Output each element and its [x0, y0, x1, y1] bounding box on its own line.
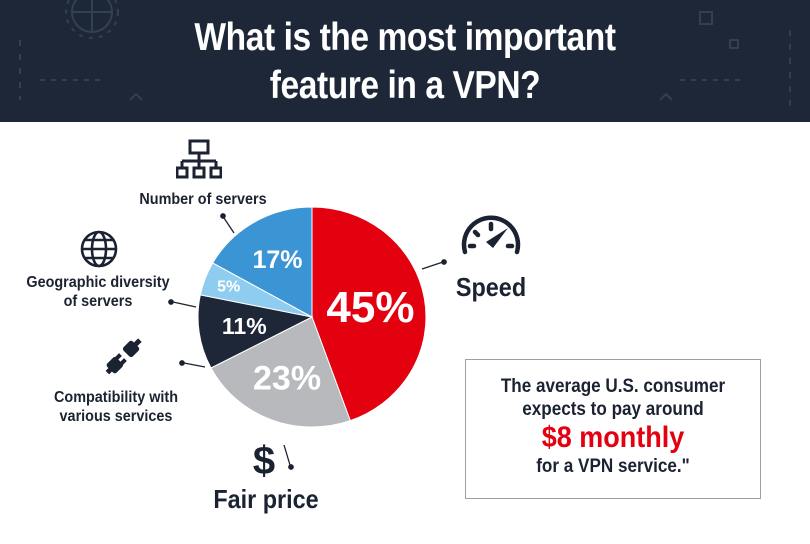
label-geographic-diversity: Geographic diversity of servers: [17, 273, 179, 311]
label-fair-price: Fair price: [213, 484, 319, 514]
pie-value-speed: 45%: [326, 283, 414, 332]
pie-slice-number-of-servers: [211, 206, 313, 318]
leader-dot-geo: [168, 299, 174, 305]
callout-box: The average U.S. consumer expects to pay…: [465, 359, 761, 499]
leader-dot-servers: [220, 213, 226, 219]
label-number-of-servers: Number of servers: [139, 191, 267, 208]
label-geo-line-1: Geographic diversity: [26, 274, 170, 291]
header-decoration: [19, 0, 791, 110]
plug-icon: [105, 338, 142, 375]
title-line-1: What is the most important: [194, 16, 616, 59]
leader-dot-compat: [179, 360, 185, 366]
label-geo-line-2: of servers: [63, 293, 133, 310]
label-compat-line-1: Compatibility with: [53, 389, 179, 406]
globe-icon: [80, 230, 118, 268]
pie-value-geographic-diversity-of-servers: 5%: [217, 278, 240, 295]
leader-line-speed: [421, 261, 444, 270]
leader-lines: [168, 213, 447, 470]
pie-slice-speed: [311, 206, 427, 422]
pie-value-fair-price: 23%: [253, 359, 321, 397]
leader-dot-speed: [441, 259, 447, 265]
pie-slice-compatibility-with-various-services: [197, 294, 314, 369]
label-compatibility: Compatibility with various services: [44, 388, 188, 426]
title-line-2: feature in a VPN?: [269, 64, 541, 107]
dollar-icon: $: [252, 439, 276, 483]
header-banner: What is the most important feature in a …: [0, 0, 810, 122]
network-icon: [176, 139, 222, 179]
leader-line-compat: [183, 362, 206, 368]
speedometer-icon: [461, 215, 521, 255]
callout-line-2: expects to pay around: [522, 399, 704, 420]
pie-value-compatibility-with-various-services: 11%: [222, 313, 267, 339]
label-speed: Speed: [455, 272, 527, 302]
label-compat-line-2: various services: [59, 408, 173, 425]
callout-line-1: The average U.S. consumer: [500, 376, 726, 397]
leader-dot-price: [288, 464, 294, 470]
leader-line-geo: [172, 301, 197, 308]
leader-line-servers: [223, 217, 235, 234]
callout-price: $8 monthly: [541, 421, 685, 454]
page-title: What is the most important feature in a …: [57, 14, 754, 110]
leader-line-price: [283, 444, 291, 466]
pie-slice-fair-price: [210, 316, 351, 428]
pie-value-number-of-servers: 17%: [252, 246, 302, 274]
callout-line-3: for a VPN service.": [536, 456, 690, 477]
